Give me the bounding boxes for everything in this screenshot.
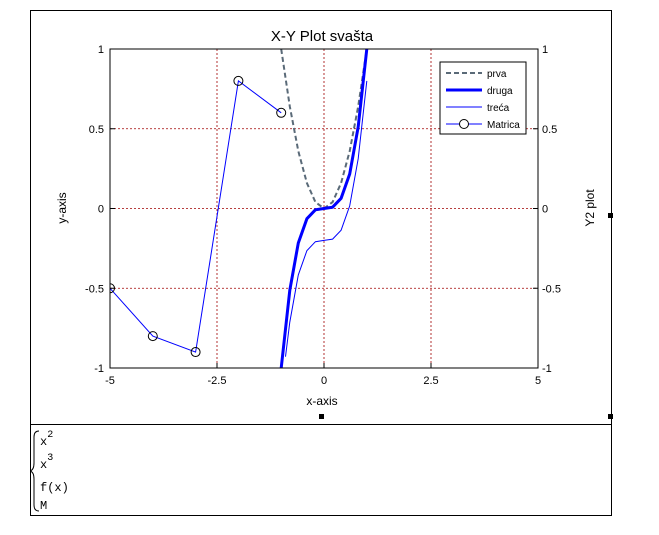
legend: prva druga treća Matrica [439,61,527,135]
x-tick-label: -2.5 [208,375,227,387]
y2-tick-label: -0.5 [542,283,561,295]
plot-region-frame[interactable] [30,10,612,516]
series-point-Matrica [233,75,244,86]
legend-label: treća [487,103,510,114]
expr-base: x [40,435,48,449]
resize-handle-corner[interactable] [608,414,613,419]
expression-x-cubed: x3 [40,453,53,472]
expression-x-squared: x2 [40,430,53,449]
series-point-Matrica [147,331,158,342]
expr-base: x [40,458,48,472]
y2-tick-label: -1 [542,363,552,375]
y-tick-label: -0.5 [85,283,104,295]
y2-tick-label: 0 [542,204,548,216]
y-tick-label: -1 [94,363,104,375]
x-tick-label: -5 [105,375,115,387]
y-axis-label: y-axis [55,192,69,223]
legend-label: druga [487,86,513,97]
y2-axis-label: Y2 plot [583,189,597,227]
expression-matrix-m: M [40,499,48,513]
y2-tick-label: 0.5 [542,124,557,136]
expression-bracket [30,430,40,512]
series-point-Matrica [190,347,201,358]
expression-box[interactable]: x2 x3 f(x) M [30,424,612,516]
series-line-druga [279,49,369,368]
chart-title: X-Y Plot svašta [271,28,374,45]
expr-exponent: 3 [47,453,54,464]
resize-handle-bottom[interactable] [319,414,324,419]
legend-marker-Matrica [459,119,469,129]
series-layer [110,49,369,368]
x-tick-label: 2.5 [423,375,438,387]
tick-layer: -5 -2.5 0 2.5 5 1 1 0.5 0.5 0 0 -0.5 -0.5 -1 -1 [85,44,561,387]
series-line-Matrica [110,80,282,353]
y-tick-label: 0.5 [89,124,104,136]
series-line-treća [285,80,368,357]
expr-exponent: 2 [47,430,54,441]
legend-label: Matrica [487,120,520,131]
y-tick-label: 0 [98,204,104,216]
legend-label: prva [487,69,507,80]
x-axis-label: x-axis [306,394,337,408]
x-tick-label: 0 [321,375,327,387]
resize-handle-right[interactable] [608,213,613,218]
expression-f-of-x: f(x) [40,481,69,495]
series-point-Matrica [276,107,287,118]
y2-tick-label: 1 [542,44,548,56]
x-tick-label: 5 [535,375,541,387]
y-tick-label: 1 [98,44,104,56]
